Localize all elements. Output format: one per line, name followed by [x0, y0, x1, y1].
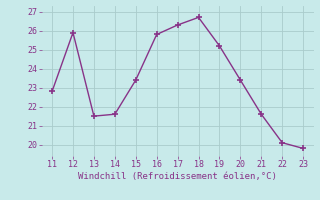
X-axis label: Windchill (Refroidissement éolien,°C): Windchill (Refroidissement éolien,°C) [78, 172, 277, 181]
